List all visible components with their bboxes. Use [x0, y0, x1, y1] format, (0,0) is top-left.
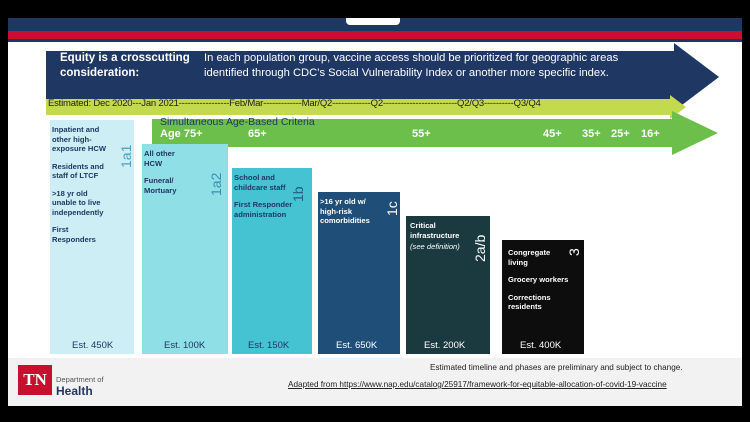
timeline-arrow [46, 95, 686, 119]
phase-1a1-line: Responders [52, 234, 96, 244]
phase-1b-groups: School and childcare staff First Respond… [234, 173, 304, 219]
phase-1c-line: comorbidities [320, 216, 370, 225]
phase-1a2-line: Funeral/ [144, 176, 174, 185]
spacer [52, 181, 118, 189]
phase-1a1-line: First [52, 225, 69, 234]
phase-1a2-column: All other HCW Funeral/ Mortuary 1a2 Est.… [142, 144, 228, 354]
equity-body: In each population group, vaccine access… [204, 51, 664, 81]
phase-1c-line: >16 yr old w/ [320, 197, 366, 206]
navy-stripe [8, 39, 742, 42]
phase-3-column: Congregate living Grocery workers Correc… [502, 240, 584, 354]
title-stub [346, 18, 400, 25]
source-link[interactable]: Adapted from https://www.nap.edu/catalog… [288, 380, 667, 389]
spacer [52, 154, 118, 162]
phase-1b-line: School and [234, 173, 275, 182]
spacer [52, 217, 118, 225]
phase-3-line: residents [508, 302, 542, 311]
phase-2-line: Critical [410, 221, 436, 230]
spacer [144, 168, 208, 176]
equity-heading-line1: Equity is a crosscutting [60, 52, 190, 64]
phase-2-code: 2a/b [472, 234, 488, 262]
phase-1a2-groups: All other HCW Funeral/ Mortuary [144, 149, 208, 195]
phase-1c-estimate: Est. 650K [336, 340, 378, 351]
spacer [508, 285, 574, 293]
tn-logo: TN [18, 365, 52, 395]
equity-body-line1: In each population group, vaccine access… [204, 52, 619, 64]
phase-1b-estimate: Est. 150K [248, 340, 290, 351]
logo-department: Department of [56, 375, 104, 384]
phase-3-line: living [508, 257, 528, 267]
slide: Equity is a crosscutting consideration: … [8, 18, 742, 406]
phase-2-column: Critical infrastructure (see definition)… [406, 216, 490, 354]
phase-1a1-line: >18 yr old [52, 188, 88, 198]
age-16: 16+ [641, 128, 660, 140]
equity-banner-arrow [46, 43, 719, 111]
phase-1a2-line: Mortuary [144, 185, 177, 195]
logo-health: Health [56, 384, 93, 398]
age-35: 35+ [582, 128, 601, 140]
spacer [508, 267, 574, 275]
phase-1a1-line: other high- [52, 134, 92, 144]
phase-2-line: infrastructure [410, 230, 460, 240]
age-75: Age 75+ [160, 128, 203, 140]
phase-3-line: Grocery workers [508, 275, 569, 284]
footer [8, 358, 742, 406]
phase-1a2-estimate: Est. 100K [164, 340, 206, 351]
equity-body-line2: identified through CDC’s Social Vulnerab… [204, 67, 609, 79]
phase-1a1-line: independently [52, 207, 104, 217]
timeline-label: Estimated: Dec 2020---Jan 2021----------… [48, 98, 541, 109]
phase-2-groups: Critical infrastructure (see definition) [410, 221, 476, 252]
red-stripe [8, 31, 742, 39]
phase-1a1-estimate: Est. 450K [72, 340, 114, 351]
phase-1b-line: administration [234, 209, 287, 219]
phase-1c-line: high-risk [320, 206, 353, 216]
phase-1b-code: 1b [290, 186, 306, 202]
phase-3-code: 3 [566, 248, 582, 256]
age-25: 25+ [611, 128, 630, 140]
phase-1b-line: First Responder [234, 200, 293, 209]
age-55: 55+ [412, 128, 431, 140]
phase-1c-code: 1c [384, 201, 400, 216]
phase-1c-groups: >16 yr old w/ high-risk comorbidities [320, 197, 386, 226]
equity-heading: Equity is a crosscutting consideration: [60, 51, 200, 81]
phase-1b-line: childcare staff [234, 182, 286, 192]
phase-1a1-groups: Inpatient and other high- exposure HCW R… [52, 125, 118, 244]
phase-1c-column: >16 yr old w/ high-risk comorbidities 1c… [318, 192, 400, 354]
phase-3-line: Corrections [508, 292, 551, 302]
phase-2-estimate: Est. 200K [424, 340, 466, 351]
phase-1a1-line: unable to live [52, 198, 101, 207]
age-criteria-arrow [152, 111, 718, 155]
phase-1a1-line: Residents and [52, 161, 104, 171]
phase-1a1-line: Inpatient and [52, 125, 100, 134]
phase-3-line: Congregate [508, 248, 551, 257]
phase-3-estimate: Est. 400K [520, 340, 562, 351]
phase-1b-column: School and childcare staff First Respond… [232, 168, 312, 354]
phase-1a1-column: Inpatient and other high- exposure HCW R… [50, 120, 134, 354]
phase-3-groups: Congregate living Grocery workers Correc… [508, 248, 574, 312]
phase-1a2-code: 1a2 [208, 172, 224, 196]
phase-1a1-line: staff of LTCF [52, 171, 99, 180]
age-criteria-title: Simultaneous Age-Based Criteria [160, 116, 315, 128]
equity-heading-line2: consideration: [60, 67, 140, 79]
phase-2-line: (see definition) [410, 242, 460, 251]
phase-1a1-line: exposure HCW [52, 144, 107, 153]
phase-1a2-line: All other [144, 149, 175, 158]
disclaimer-note: Estimated timeline and phases are prelim… [430, 363, 683, 372]
phase-1a1-code: 1a1 [118, 144, 134, 168]
phase-1a2-line: HCW [144, 158, 163, 168]
age-45: 45+ [543, 128, 562, 140]
age-65: 65+ [248, 128, 267, 140]
